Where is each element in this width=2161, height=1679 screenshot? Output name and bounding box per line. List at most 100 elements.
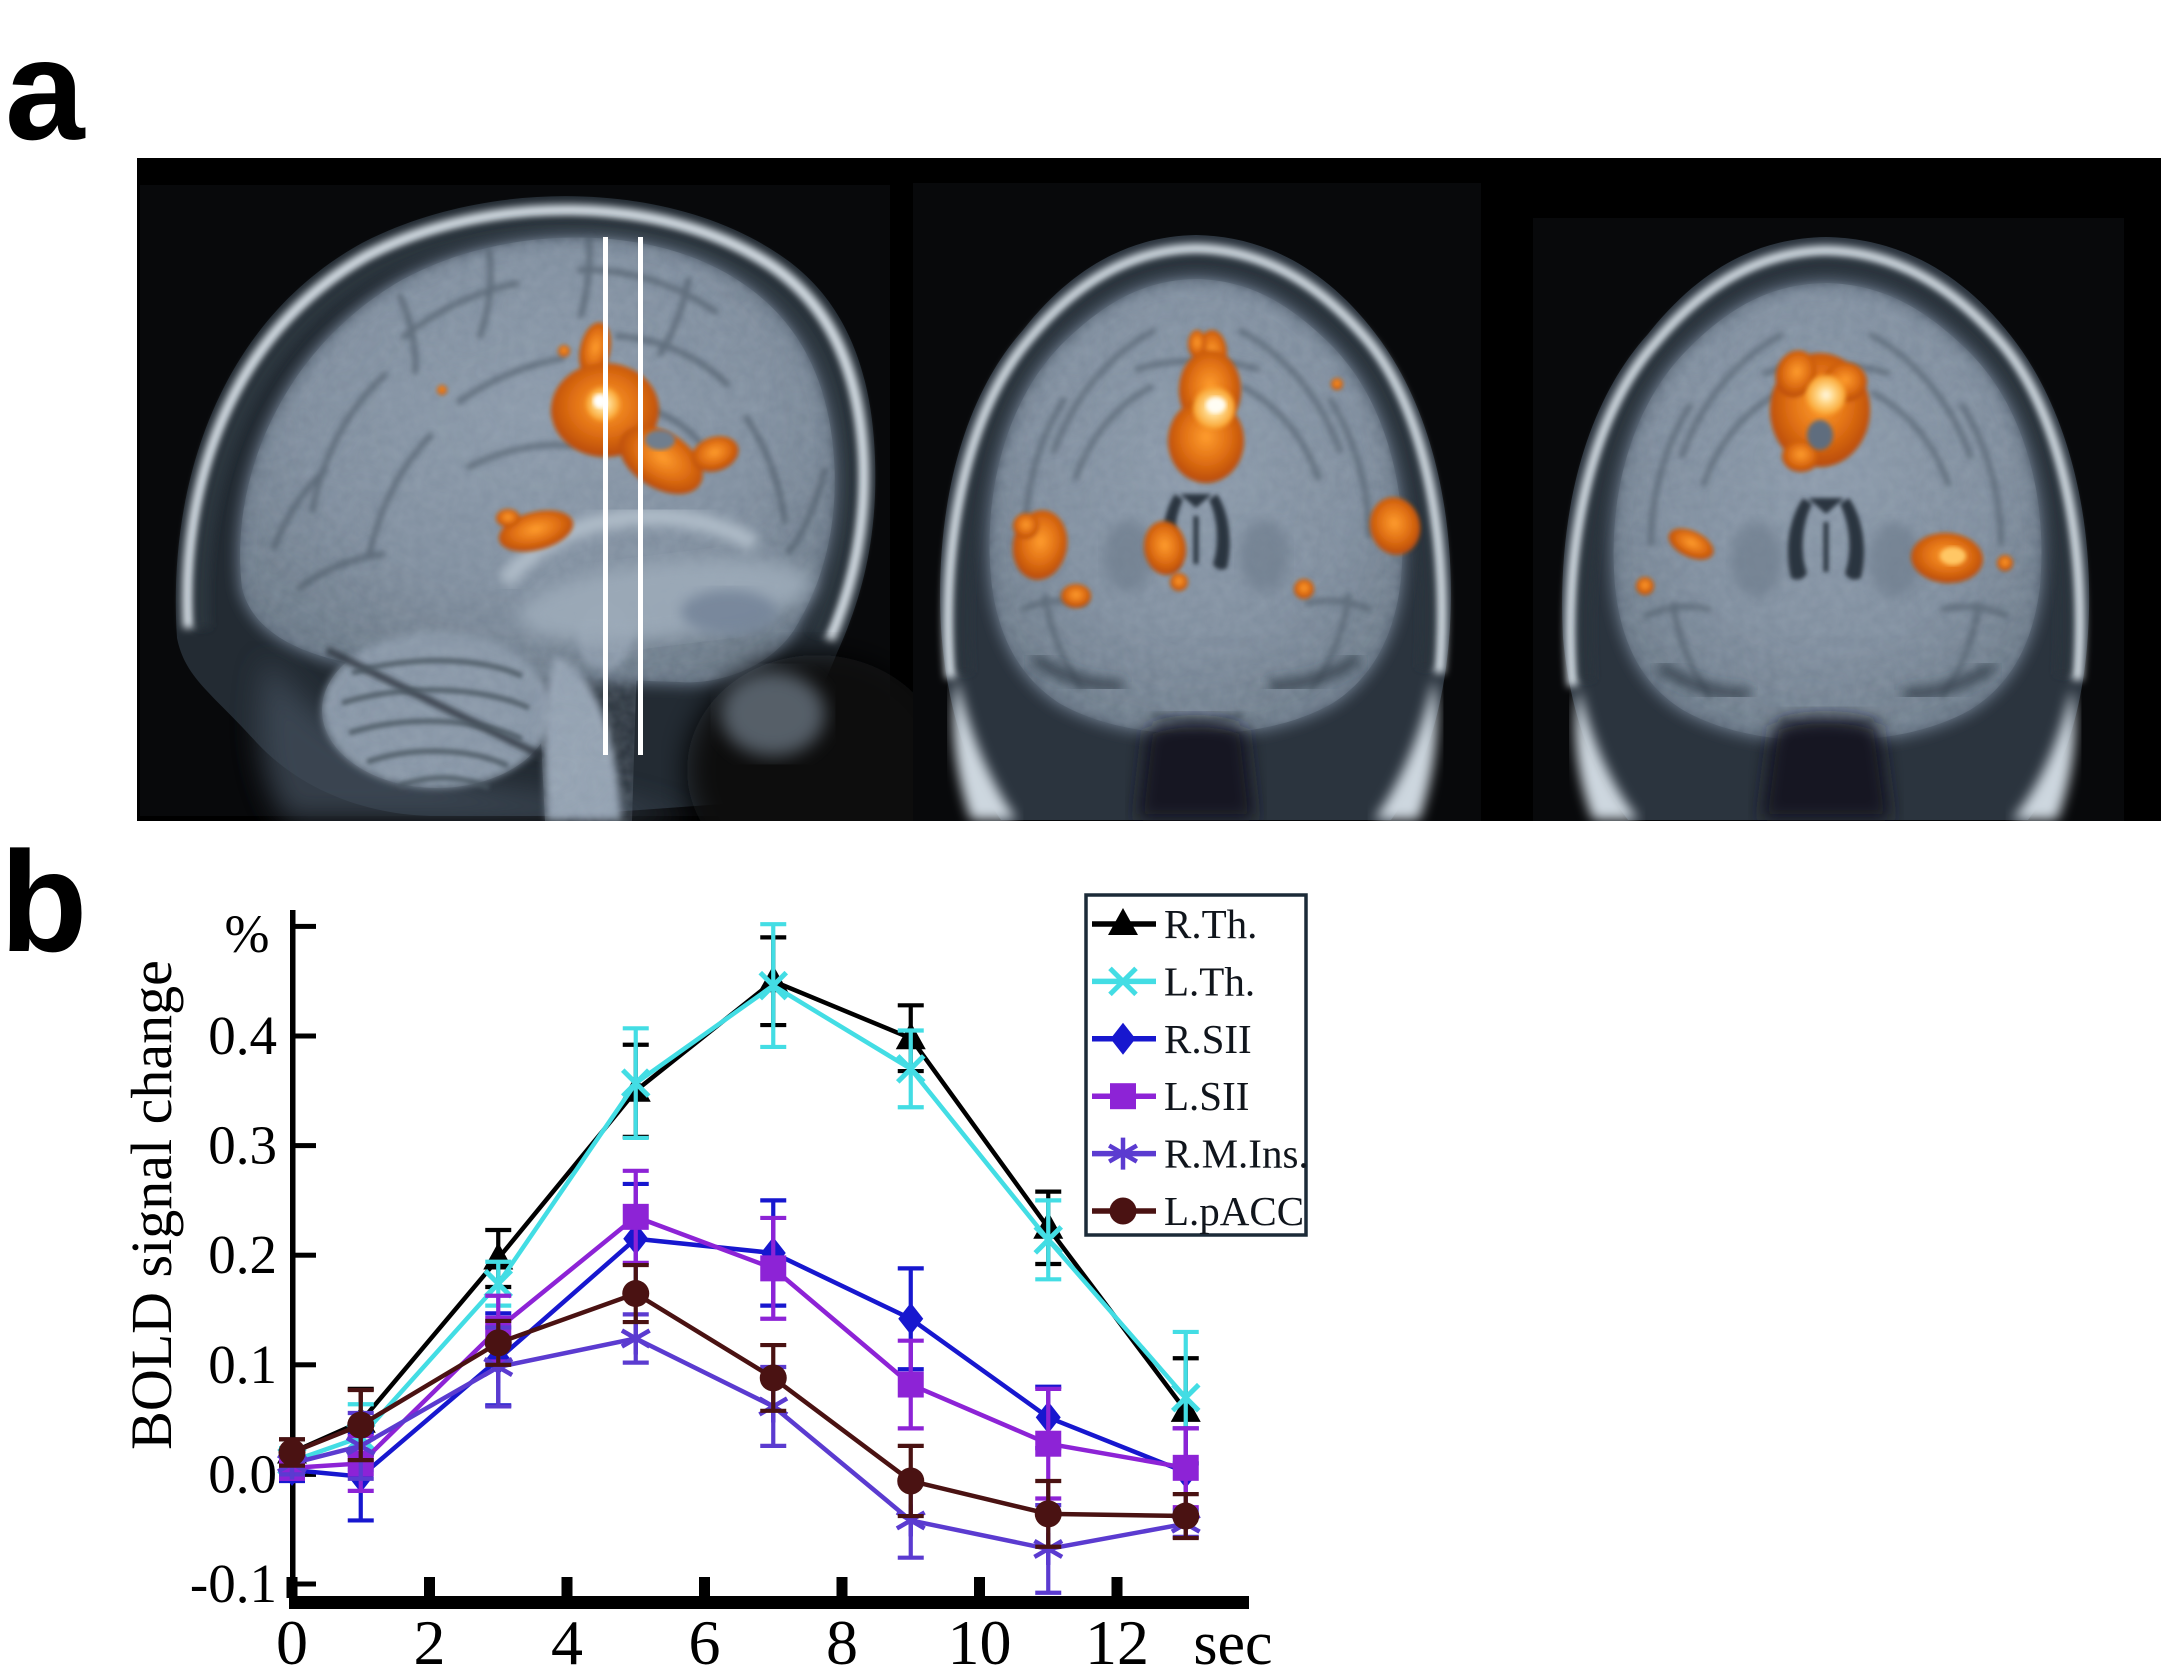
marker-x [1108,966,1138,997]
x-tick-label: 4 [551,1607,583,1678]
marker-circle [1034,1500,1062,1528]
coronal-slice-anterior [913,183,1481,821]
rect [1110,1083,1136,1110]
marker-circle [622,1280,650,1308]
y-tick [295,923,316,929]
rect [897,1371,924,1398]
marker-square [760,1255,787,1282]
rect [760,1255,787,1282]
marker-circle [1109,1197,1137,1225]
marker-x [1033,1225,1064,1255]
y-tick [295,1362,316,1368]
legend: R.Th. L.Th. R.SII L.SII R.M.Ins. L.pACC [1084,893,1309,1237]
marker-square [622,1203,649,1230]
circle [1172,1502,1200,1530]
x-tick-label: 12 [1085,1607,1149,1678]
y-axis-line [290,910,296,1609]
x-tick-label: 2 [414,1607,446,1678]
legend-label: R.Th. [1164,901,1257,947]
legend-label: L.pACC [1164,1188,1304,1234]
y-tick-label: 0.2 [208,1224,277,1285]
circle [622,1280,650,1308]
marker-asterisk [1108,1137,1138,1170]
path [483,1268,514,1299]
circle [484,1329,512,1357]
x-tick-label: 6 [689,1607,721,1678]
y-tick-label: 0.1 [208,1334,277,1395]
legend-entry-lpacc: L.pACC [1092,1188,1304,1234]
series-lpacc [278,1262,1200,1549]
marker-circle [759,1364,787,1392]
series-line [291,1214,1187,1471]
y-tick [295,1252,316,1258]
legend-entry-rsii: R.SII [1092,1016,1252,1062]
series-lsii [279,1168,1199,1510]
x-tick [836,1577,848,1598]
x-tick [286,1577,298,1598]
circle [347,1411,375,1439]
marker-x [1170,1382,1201,1413]
marker-diamond [1110,1022,1136,1055]
path [620,1068,651,1098]
path [1108,966,1138,997]
series-rth [277,935,1201,1468]
legend-label: R.M.Ins. [1164,1131,1309,1177]
panel-a-label: a [5,11,85,170]
legend-entry-lsii: L.SII [1092,1073,1249,1119]
circle [278,1438,306,1466]
marker-square [1035,1430,1062,1457]
y-axis-title: BOLD signal change [119,960,184,1450]
chart-svg: -0.1 0.0 0.1 0.2 0.3 0.4 0 2 4 6 8 10 12 sec% BOLD sig… [119,893,1309,1678]
coronal1-activation [1012,330,1421,608]
slice-position-lines [603,237,643,755]
marker-square [897,1371,924,1398]
coronal2-activation [1636,350,2013,595]
marker-asterisk [620,1322,651,1355]
path [1033,1225,1064,1255]
path [898,1302,924,1335]
circle [897,1467,925,1495]
marker-diamond [898,1302,924,1335]
marker-triangle [1108,908,1138,935]
sagittal-slice [140,185,947,821]
legend-label: L.SII [1164,1073,1249,1119]
path [1108,1137,1138,1170]
marker-circle [347,1411,375,1439]
circle [1034,1500,1062,1528]
marker-circle [278,1438,306,1466]
marker-x [483,1268,514,1299]
marker-circle [484,1329,512,1357]
x-tick [974,1577,985,1598]
brain-mri-svg [137,158,2161,821]
path [1170,1382,1201,1413]
y-tick [295,1033,316,1039]
x-tick-label: 8 [826,1607,858,1678]
brain-mri-panel [137,158,2161,821]
bold-chart: -0.1 0.0 0.1 0.2 0.3 0.4 0 2 4 6 8 10 12 sec% BOLD sig… [0,850,1400,1679]
legend-entry-rmins: R.M.Ins. [1092,1131,1309,1177]
x-axis-unit-label: sec [1193,1610,1272,1678]
legend-entry-rth: R.Th. [1092,901,1257,947]
circle [759,1364,787,1392]
rect [622,1203,649,1230]
circle [1109,1197,1137,1225]
x-tick [561,1577,573,1598]
y-tick [295,1581,316,1587]
x-tick-label: 0 [276,1607,308,1678]
legend-entry-lth: L.Th. [1092,958,1255,1004]
x-tick-label: 10 [948,1607,1012,1678]
marker-square [1110,1083,1136,1110]
marker-x [895,1054,926,1084]
y-tick-label: 0.4 [208,1005,277,1066]
y-tick [295,1143,316,1149]
y-tick-label: 0.3 [208,1115,277,1176]
marker-circle [897,1467,925,1495]
legend-box [1084,893,1308,1237]
panel-b-label: b [0,823,88,982]
legend-label: R.SII [1164,1016,1252,1062]
path [895,1054,926,1084]
path [1110,1022,1136,1055]
coronal-slice-posterior [1533,218,2124,821]
marker-circle [1172,1502,1200,1530]
